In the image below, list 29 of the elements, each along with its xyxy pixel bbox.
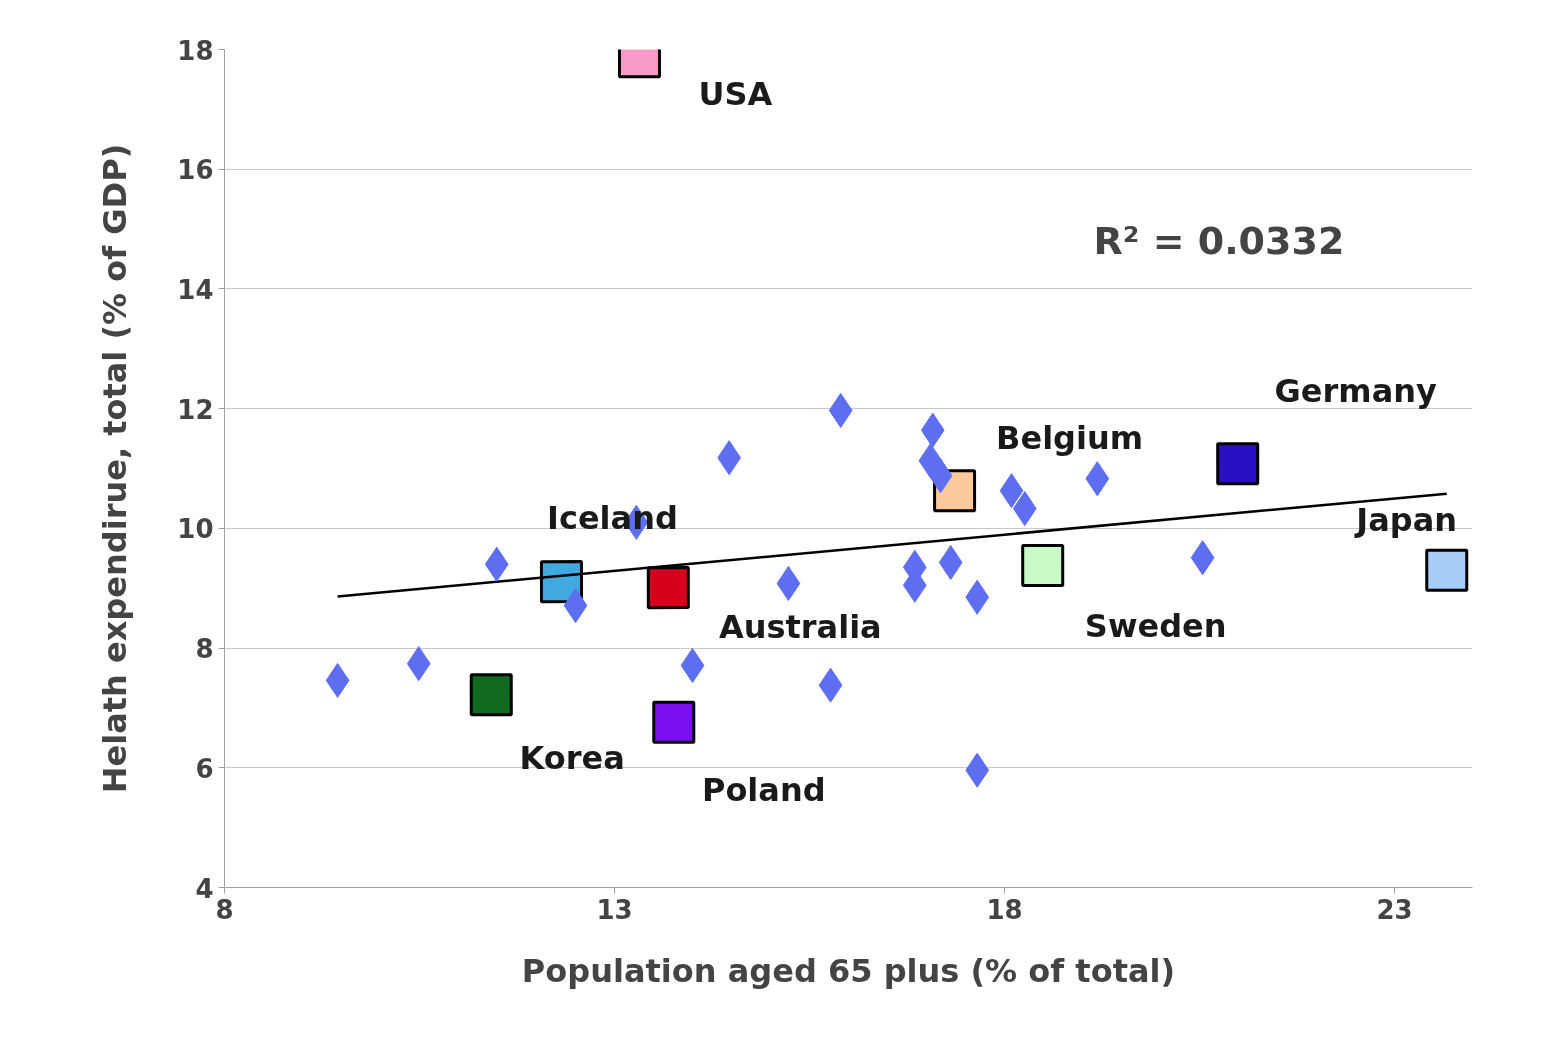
y-tick-label: 18: [177, 35, 214, 66]
point: [646, 566, 690, 610]
y-tick-label: 14: [177, 274, 214, 305]
annotation: R² = 0.0332: [1093, 218, 1345, 263]
series-label: Australia: [718, 607, 882, 646]
x-tick-label: 23: [1376, 894, 1413, 925]
series-label: Poland: [701, 771, 826, 810]
series-label: Japan: [1354, 501, 1458, 540]
series-label: Korea: [519, 738, 625, 777]
y-tick-label: 12: [177, 394, 214, 425]
point: [652, 700, 696, 744]
x-tick-label: 8: [215, 894, 234, 925]
y-tick-label: 16: [177, 155, 214, 186]
x-tick-label: 18: [986, 894, 1023, 925]
series-label: USA: [698, 74, 773, 113]
x-axis-title: Population aged 65 plus (% of total): [521, 951, 1176, 990]
y-axis-title: Helath expendirue, total (% of GDP): [96, 143, 135, 794]
x-tick-label: 13: [596, 894, 633, 925]
point: [1216, 442, 1260, 486]
point: [1021, 543, 1065, 587]
series-label: Germany: [1274, 371, 1438, 410]
y-tick-label: 4: [195, 873, 214, 904]
y-tick-label: 10: [177, 514, 214, 545]
point: [469, 673, 513, 717]
y-tick-label: 6: [195, 753, 214, 784]
series-label: Sweden: [1084, 607, 1227, 646]
y-tick-label: 8: [195, 634, 214, 665]
point: [1425, 548, 1469, 592]
series-label: Belgium: [996, 418, 1144, 457]
